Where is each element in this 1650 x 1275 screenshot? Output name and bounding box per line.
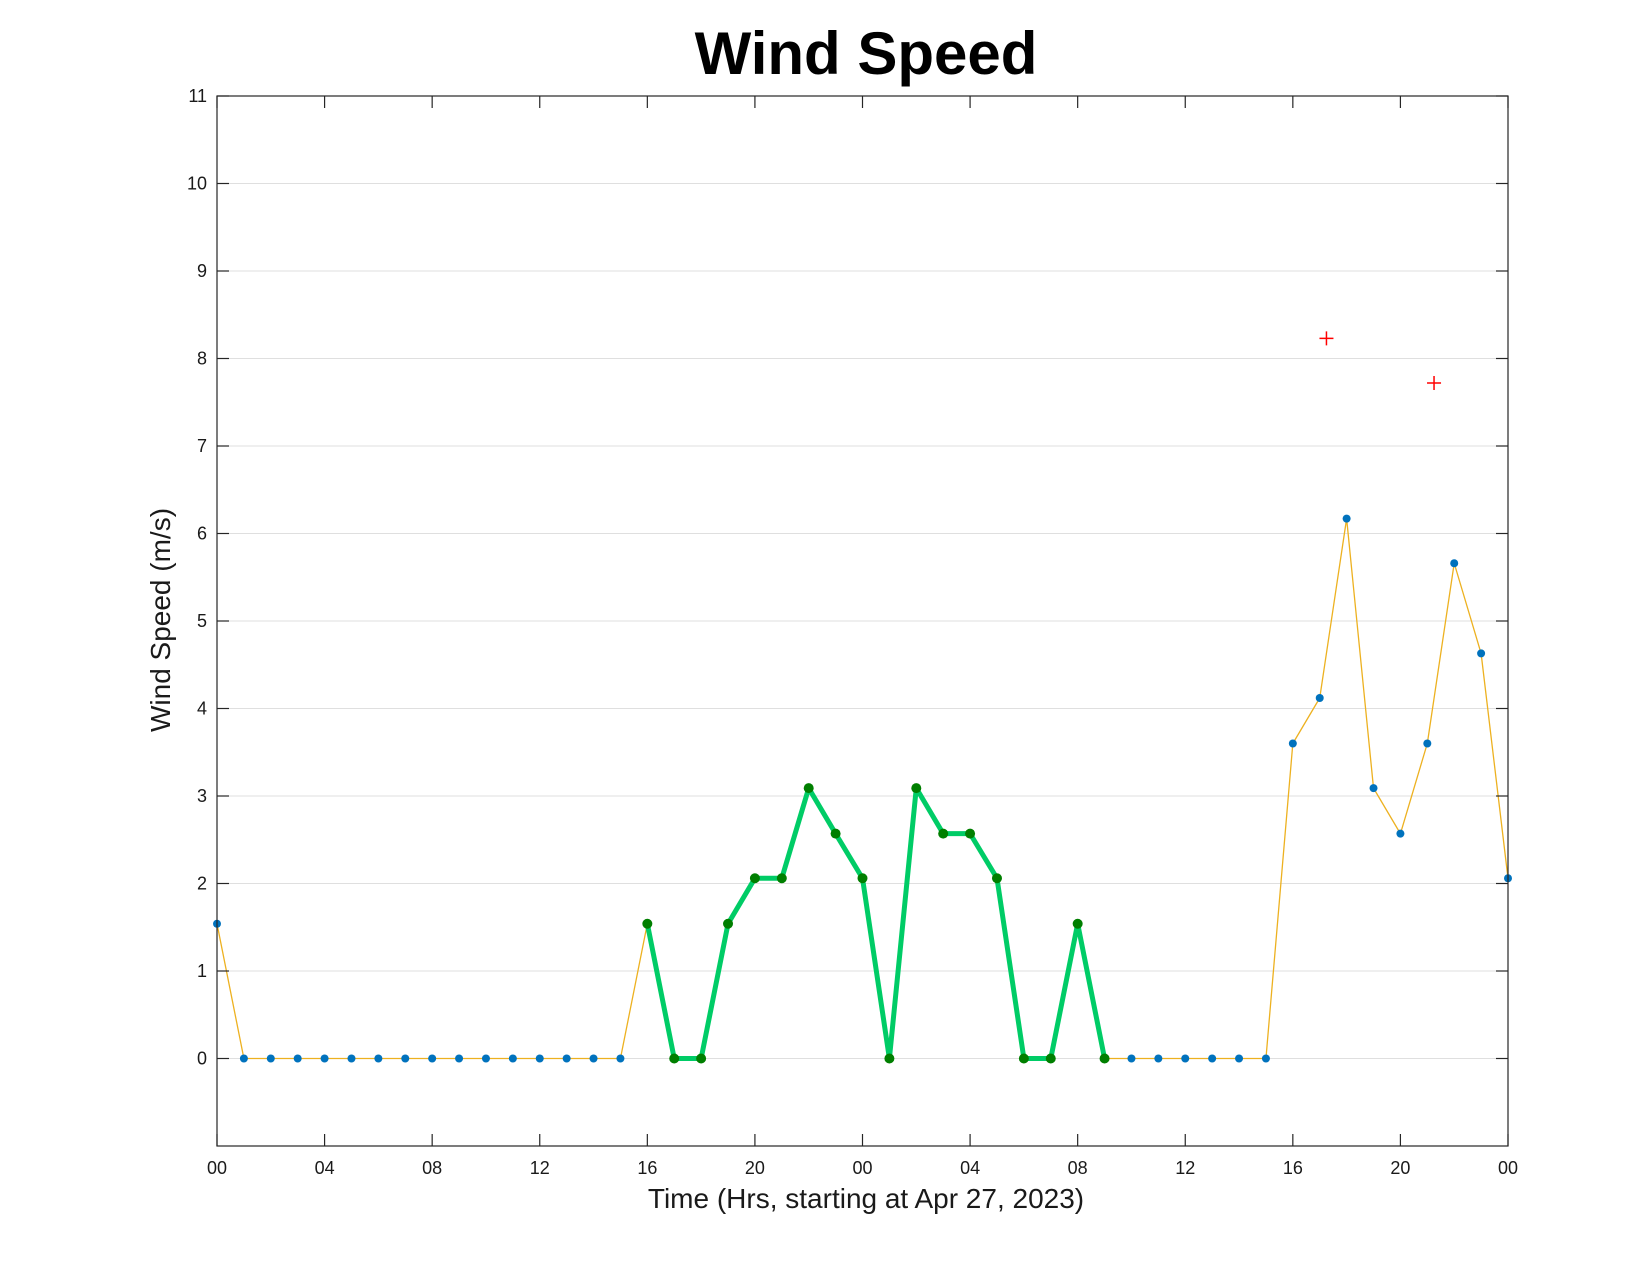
data-point <box>374 1054 383 1063</box>
grid-lines <box>217 95 1508 1059</box>
y-axis-label: Wind Speed (m/s) <box>145 508 176 732</box>
y-tick-label: 0 <box>197 1049 207 1069</box>
data-point <box>1423 739 1432 748</box>
y-tick-label: 9 <box>197 261 207 281</box>
outlier-point <box>1427 376 1442 390</box>
chart-title: Wind Speed <box>695 20 1038 87</box>
data-point <box>1154 1054 1163 1063</box>
data-point <box>1099 1053 1110 1064</box>
data-point <box>1396 829 1405 838</box>
x-tick-label: 16 <box>1283 1158 1303 1178</box>
data-point <box>965 828 976 839</box>
x-tick-label: 16 <box>637 1158 657 1178</box>
data-point <box>562 1054 571 1063</box>
x-tick-label: 20 <box>745 1158 765 1178</box>
x-tick-labels: 00 04 08 12 16 20 00 04 08 12 16 20 00 <box>207 1158 1518 1178</box>
data-point <box>1315 694 1324 702</box>
data-point <box>669 1053 680 1064</box>
data-point <box>266 1054 275 1063</box>
data-point <box>938 828 949 839</box>
x-tick-label: 20 <box>1390 1158 1410 1178</box>
y-tick-label: 10 <box>187 174 207 194</box>
data-point <box>1261 1054 1270 1063</box>
data-point <box>1450 559 1459 568</box>
data-point <box>1181 1054 1190 1063</box>
y-tick-label: 1 <box>197 961 207 981</box>
x-tick-label: 08 <box>1068 1158 1088 1178</box>
data-point <box>320 1054 329 1063</box>
data-point <box>616 1054 625 1063</box>
data-point <box>723 918 734 929</box>
data-point <box>428 1054 437 1063</box>
data-point <box>884 1053 895 1064</box>
data-point <box>911 783 922 794</box>
data-point <box>696 1053 707 1064</box>
series-line <box>216 517 1509 1060</box>
x-tick-label: 08 <box>422 1158 442 1178</box>
data-point <box>535 1054 544 1063</box>
data-point <box>803 783 814 794</box>
data-point <box>481 1054 490 1063</box>
y-tick-label: 6 <box>197 524 207 544</box>
x-tick-label: 04 <box>315 1158 335 1178</box>
y-tick-label: 2 <box>197 874 207 894</box>
data-point <box>1045 1053 1056 1064</box>
series-2 <box>1319 331 1442 390</box>
x-axis-label: Time (Hrs, starting at Apr 27, 2023) <box>648 1183 1084 1214</box>
data-point <box>642 918 653 929</box>
data-point <box>508 1054 517 1063</box>
y-tick-label: 7 <box>197 436 207 456</box>
data-point <box>589 1054 598 1063</box>
data-point <box>991 873 1002 884</box>
series-0 <box>213 514 1512 1063</box>
data-point <box>776 873 787 884</box>
data-point <box>239 1054 248 1063</box>
plot-series <box>213 331 1512 1064</box>
data-point <box>1208 1054 1217 1063</box>
series-1 <box>642 783 1110 1064</box>
data-point <box>293 1054 302 1063</box>
data-point <box>347 1054 356 1063</box>
data-point <box>830 828 841 839</box>
outlier-point <box>1319 331 1334 346</box>
data-point <box>749 873 760 884</box>
axis-ticks <box>216 95 1509 1146</box>
y-tick-label: 11 <box>188 86 207 106</box>
data-point <box>857 873 868 884</box>
series-line <box>644 785 1108 1061</box>
data-point <box>1018 1053 1029 1064</box>
x-tick-label: 04 <box>960 1158 980 1178</box>
x-tick-label: 00 <box>852 1158 872 1178</box>
x-tick-label: 12 <box>1175 1158 1195 1178</box>
y-tick-label: 8 <box>197 349 207 369</box>
x-tick-label: 00 <box>1498 1158 1518 1178</box>
y-tick-label: 5 <box>197 611 207 631</box>
y-tick-label: 3 <box>197 786 207 806</box>
data-point <box>1072 918 1083 929</box>
data-point <box>455 1054 464 1063</box>
data-point <box>1288 739 1297 748</box>
data-point <box>1477 649 1486 658</box>
data-point <box>1342 514 1351 523</box>
data-point <box>401 1054 410 1063</box>
data-point <box>1369 784 1378 793</box>
data-point <box>1127 1054 1136 1063</box>
x-tick-label: 00 <box>207 1158 227 1178</box>
y-tick-label: 4 <box>197 699 207 719</box>
x-tick-label: 12 <box>530 1158 550 1178</box>
data-point <box>1235 1054 1244 1063</box>
